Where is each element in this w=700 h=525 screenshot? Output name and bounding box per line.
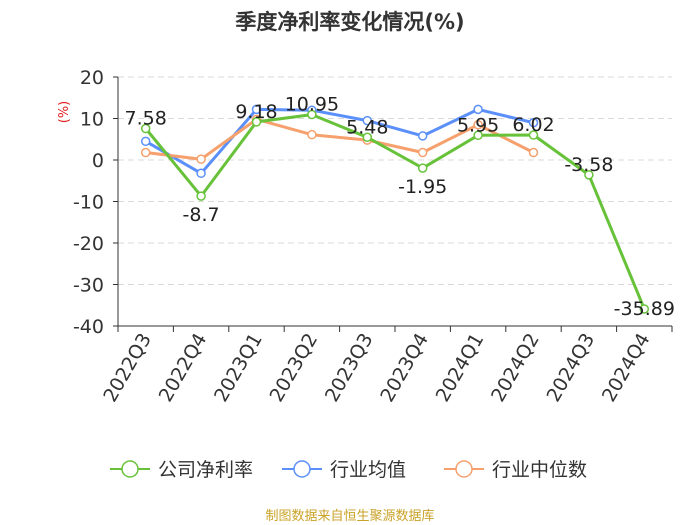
data-point [251,104,262,115]
data-label: 5.48 [346,116,388,138]
data-label: 6.02 [512,114,554,136]
data-label: 5.95 [457,114,499,136]
data-point [196,191,206,201]
data-point [140,123,151,134]
data-point [473,119,483,130]
x-tick-label: 2023Q2 [265,330,322,406]
data-point [196,168,206,179]
data-point [473,130,483,141]
y-tick-label: 0 [92,150,104,172]
data-point [140,136,151,147]
grid-lines [118,76,672,327]
legend-marker [121,460,139,478]
y-tick-label: -40 [73,316,104,338]
data-label: 9.18 [235,101,277,123]
legend-marker [455,460,473,478]
data-point [362,115,373,126]
x-tick-label: 2022Q3 [99,330,156,406]
series-line [144,107,534,175]
data-label: 7.58 [125,108,167,130]
y-tick-label: -10 [73,192,104,214]
data-point [473,104,483,115]
data-point [417,147,428,158]
x-tick-label: 2024Q3 [542,330,599,406]
y-tick-label: 10 [80,109,104,131]
series-line [145,117,535,161]
legend-label: 行业中位数 [492,459,587,481]
data-label: -1.95 [398,176,447,198]
x-tick-label: 2023Q3 [321,330,378,406]
y-tick-label: 20 [80,67,104,89]
data-point [639,304,650,314]
data-point [196,154,206,164]
x-tick-label: 2022Q4 [155,330,212,406]
x-tick-label: 2024Q1 [432,329,489,405]
data-point [528,147,539,158]
legend-label: 行业均值 [330,459,406,481]
legend-item[interactable]: 公司净利率 [110,459,253,481]
y-tick-label: -20 [73,233,104,255]
x-tick-label: 2023Q1 [210,330,267,406]
y-axis-label: (%) [57,101,72,124]
chart-title: 季度净利率变化情况(%) [235,10,465,34]
data-point [417,131,428,141]
data-point [417,163,428,173]
legend-item[interactable]: 行业均值 [282,459,406,481]
data-point [528,117,539,128]
data-point [307,129,317,140]
data-point [307,109,317,120]
x-tick-label: 2023Q4 [376,330,433,406]
data-point [140,147,151,158]
data-point [584,170,594,180]
data-label: -35.89 [614,298,675,320]
data-label: -8.7 [183,204,220,226]
series-lines [140,104,650,314]
x-tick-label: 2024Q2 [487,330,544,406]
data-point [528,130,539,140]
legend[interactable]: 公司净利率 行业均值 行业中位数 [110,459,587,481]
source-note: 制图数据来自恒生聚源数据库 [265,509,435,524]
data-point [362,132,373,143]
legend-marker [293,460,311,478]
legend-label: 公司净利率 [158,459,253,481]
data-point [251,117,262,127]
data-label: -3.58 [564,154,613,176]
data-label: 10.95 [285,94,339,116]
series-line [144,113,646,310]
data-labels: 7.58 -8.7 9.18 10.95 5.48 -1.95 5.95 6.02 -3.58 -… [125,94,675,320]
y-tick-label: -30 [73,275,104,297]
x-tick-label: 2024Q4 [598,330,655,406]
legend-item[interactable]: 行业中位数 [444,459,587,481]
